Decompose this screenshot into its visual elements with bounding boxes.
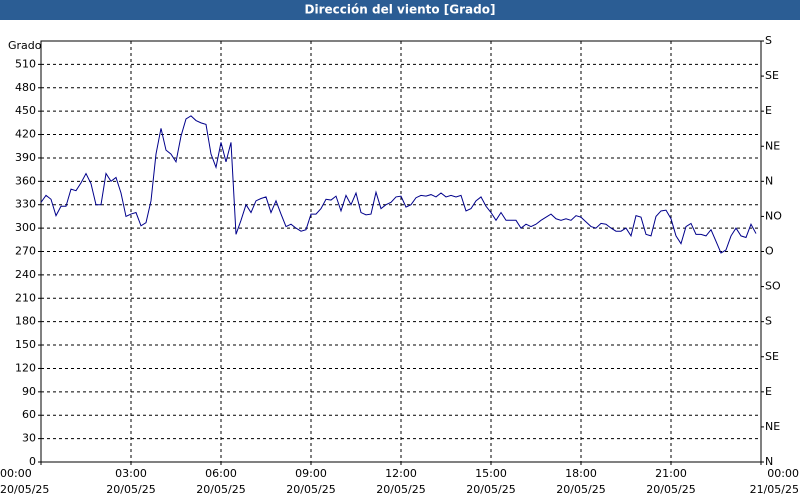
y2-tick-label: E: [765, 104, 772, 117]
y-tick-label: 300: [15, 221, 36, 234]
x-tick-date: 20/05/25: [0, 483, 49, 496]
x-tick-label: 18:00: [565, 467, 597, 480]
y-tick-label: 120: [15, 361, 36, 374]
x-tick-date: 20/05/25: [556, 483, 605, 496]
y-tick-label: 180: [15, 315, 36, 328]
x-tick-date: 20/05/25: [286, 483, 335, 496]
y2-tick-label: E: [765, 385, 772, 398]
grid: [41, 41, 761, 462]
x-tick-label: 12:00: [385, 467, 417, 480]
y-tick-label: 360: [15, 174, 36, 187]
x-tick-date: 20/05/25: [646, 483, 695, 496]
y-tick-label: 30: [22, 432, 36, 445]
y2-tick-label: S: [765, 315, 772, 328]
y-tick-label: 420: [15, 128, 36, 141]
x-tick-label: 06:00: [205, 467, 237, 480]
data-line: [40, 115, 757, 254]
y-axis-label: Grado: [8, 39, 42, 52]
y-tick-label: 510: [15, 57, 36, 70]
y2-tick-label: NE: [765, 139, 780, 152]
x-tick-label: 21:00: [655, 467, 687, 480]
x-tick-label: 09:00: [295, 467, 327, 480]
y2-tick-label: SE: [765, 350, 779, 363]
y-tick-label: 390: [15, 151, 36, 164]
x-tick-date: 21/05/25: [750, 483, 799, 496]
x-tick-label: 15:00: [475, 467, 507, 480]
y-tick-label: 240: [15, 268, 36, 281]
chart-title: Dirección del viento [Grado]: [305, 3, 496, 17]
y-tick-label: 150: [15, 338, 36, 351]
x-tick-date: 20/05/25: [376, 483, 425, 496]
x-tick-label: 03:00: [115, 467, 147, 480]
x-tick-date: 20/05/25: [196, 483, 245, 496]
y-tick-label: 60: [22, 408, 36, 421]
y-tick-label: 210: [15, 291, 36, 304]
y2-tick-label: N: [765, 174, 773, 187]
x-tick-label: 00:00: [767, 467, 799, 480]
y2-tick-label: S: [765, 34, 772, 47]
y-tick-label: 90: [22, 385, 36, 398]
y2-tick-label: O: [765, 245, 774, 258]
y2-tick-label: N: [765, 455, 773, 468]
x-tick-date: 20/05/25: [106, 483, 155, 496]
y-tick-label: 270: [15, 245, 36, 258]
y2-tick-label: NO: [765, 209, 782, 222]
y-tick-label: 0: [29, 455, 36, 468]
x-tick-date: 20/05/25: [466, 483, 515, 496]
y2-tick-label: NE: [765, 420, 780, 433]
y-tick-label: 450: [15, 104, 36, 117]
x-tick-label: 00:00: [0, 467, 32, 480]
y-tick-label: 330: [15, 198, 36, 211]
y2-tick-label: SO: [765, 280, 781, 293]
y2-tick-label: SE: [765, 69, 779, 82]
y-tick-label: 480: [15, 81, 36, 94]
title-bar: [0, 0, 800, 20]
